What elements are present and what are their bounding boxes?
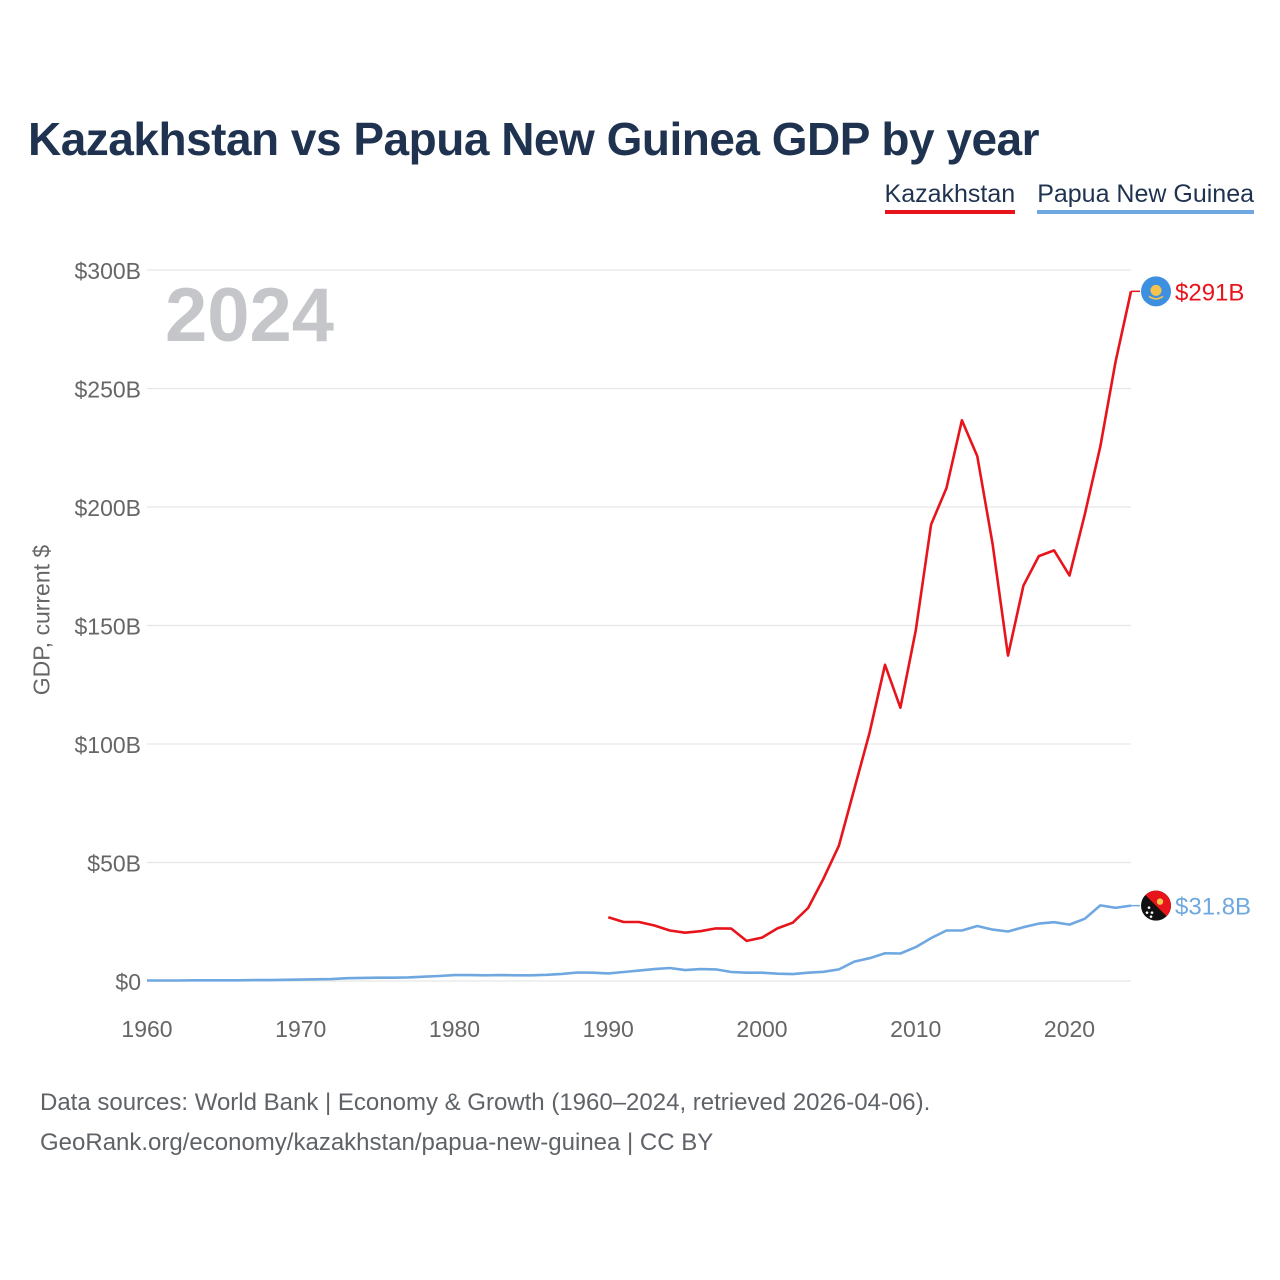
y-axis-title: GDP, current $ <box>28 544 55 696</box>
x-tick-label: 1980 <box>429 1016 480 1042</box>
y-tick-label: $150B <box>74 614 141 640</box>
legend-item-papua-new-guinea[interactable]: Papua New Guinea <box>1037 180 1254 214</box>
y-tick-label: $100B <box>74 732 141 758</box>
x-tick-label: 2020 <box>1044 1016 1095 1042</box>
x-tick-label: 1970 <box>275 1016 326 1042</box>
chart-title: Kazakhstan vs Papua New Guinea GDP by ye… <box>28 113 1040 165</box>
series-lines <box>147 291 1133 982</box>
series-line-papua-new-guinea[interactable] <box>147 904 1132 982</box>
series-line-kazakhstan[interactable] <box>607 291 1133 943</box>
end-markers: $291B $31.8B <box>1131 276 1251 921</box>
footer: Data sources: World Bank | Economy & Gro… <box>40 1083 930 1163</box>
x-tick-label: 1960 <box>121 1016 172 1042</box>
end-value-label: $291B <box>1175 279 1244 306</box>
papua-new-guinea-flag-icon <box>1141 890 1171 921</box>
gridlines <box>147 269 1131 982</box>
attribution-link[interactable]: GeoRank.org/economy/kazakhstan/papua-new… <box>40 1129 714 1156</box>
y-tick-label: $200B <box>74 495 141 521</box>
source-note: Data sources: World Bank | Economy & Gro… <box>40 1089 931 1116</box>
legend: Kazakhstan Papua New Guinea <box>884 180 1254 214</box>
y-tick-label: $300B <box>74 258 141 284</box>
end-value-label: $31.8B <box>1175 894 1251 921</box>
y-tick-label: $250B <box>74 377 141 403</box>
x-tick-label: 2000 <box>736 1016 787 1042</box>
y-axis-ticks: $0 $50B $100B $150B $200B $250B $300B <box>74 258 141 995</box>
kazakhstan-flag-icon <box>1141 276 1171 307</box>
y-tick-label: $50B <box>87 851 141 877</box>
legend-item-kazakhstan[interactable]: Kazakhstan <box>884 180 1016 214</box>
x-tick-label: 1990 <box>583 1016 634 1042</box>
y-tick-label: $0 <box>115 969 141 995</box>
x-tick-label: 2010 <box>890 1016 941 1042</box>
year-watermark: 2024 <box>165 273 335 358</box>
x-axis-ticks: 1960 1970 1980 1990 2000 2010 2020 <box>121 1016 1095 1042</box>
